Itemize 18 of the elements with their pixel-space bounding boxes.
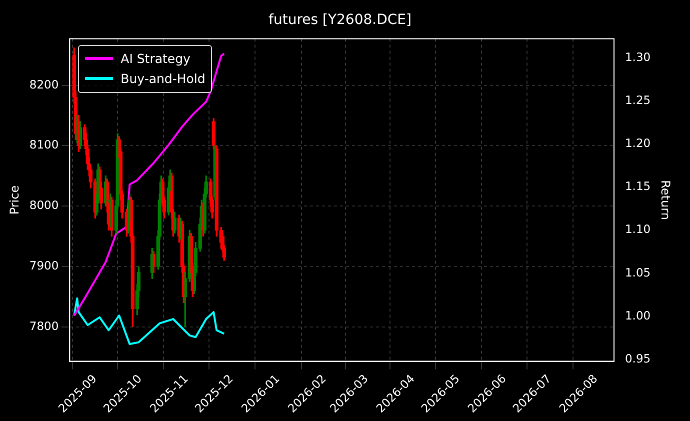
legend-label: Buy-and-Hold — [120, 70, 206, 88]
y-tick-label: 8200 — [29, 77, 59, 92]
y2-tick-label: 1.25 — [624, 92, 651, 107]
y2-tick-label: 1.30 — [624, 50, 651, 64]
y-tick-label: 7900 — [29, 258, 59, 272]
y2-tick-label: 1.20 — [624, 136, 651, 150]
y-tick-label: 7800 — [29, 318, 59, 333]
y2-axis-title: Return — [658, 180, 673, 220]
y2-tick-label: 1.00 — [624, 308, 651, 322]
y-tick-label: 8100 — [29, 138, 59, 152]
legend-label: AI Strategy — [120, 50, 190, 68]
chart-title: futures [Y2608.DCE] — [268, 12, 412, 28]
y2-tick-label: 1.15 — [624, 179, 651, 194]
y2-tick-label: 1.05 — [624, 265, 651, 280]
y-tick-label: 8000 — [29, 198, 59, 212]
y2-tick-label: 0.95 — [624, 352, 651, 366]
y-axis-title: Price — [7, 185, 22, 215]
y2-tick-label: 1.10 — [624, 222, 651, 236]
